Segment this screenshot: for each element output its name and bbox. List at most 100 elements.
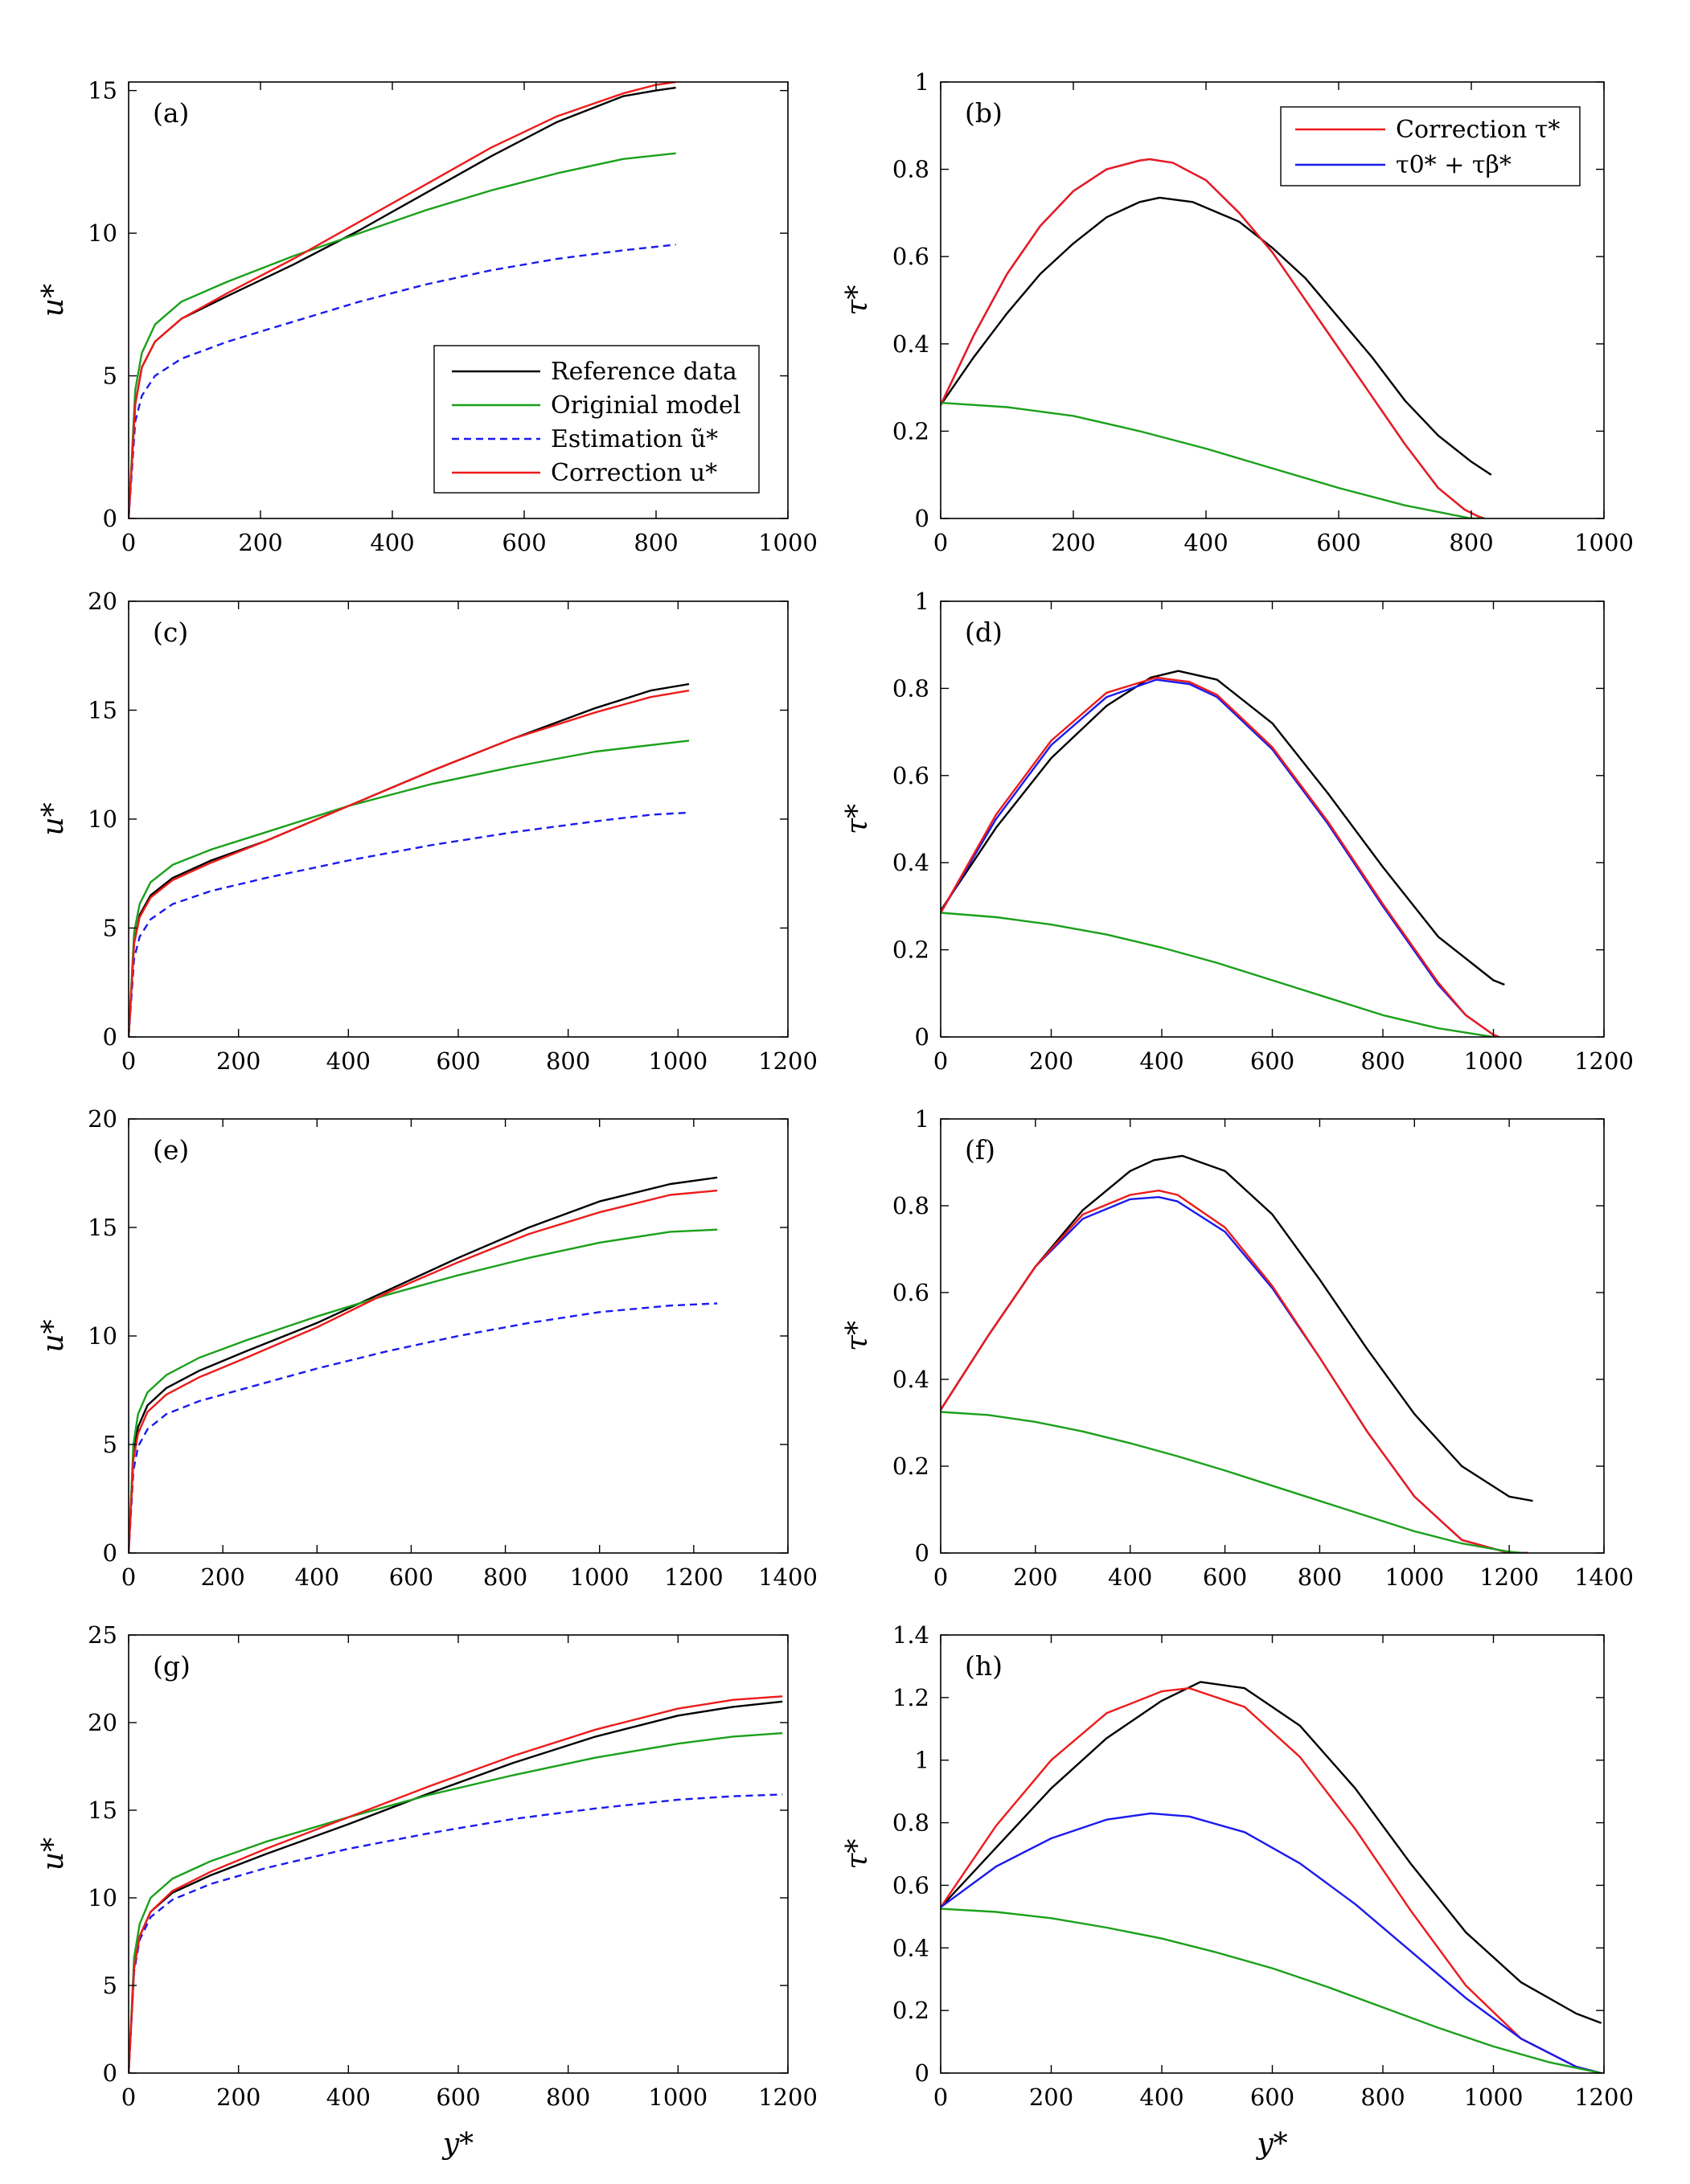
x-tick-label: 800	[483, 1563, 527, 1591]
x-tick-label: 1200	[1574, 2084, 1634, 2111]
series-reference-line	[941, 670, 1505, 986]
y-tick-label: 1.2	[892, 1684, 929, 1711]
series-original-line	[129, 1731, 783, 2073]
series-estimation-line	[129, 1302, 718, 1553]
series-estimation-line	[129, 1793, 783, 2073]
y-tick-label: 0	[915, 1539, 929, 1567]
x-tick-label: 400	[295, 1563, 339, 1591]
y-tick-label: 10	[88, 219, 117, 247]
series-original-line	[129, 740, 690, 1037]
y-axis-label: τ*	[841, 804, 874, 834]
y-tick-label: 0.6	[892, 1279, 929, 1306]
x-tick-label: 1200	[758, 1047, 818, 1075]
x-tick-label: 0	[121, 2084, 136, 2111]
panel-label: (e)	[153, 1134, 189, 1166]
axes-box	[940, 1634, 1605, 2074]
y-axis-label: u*	[37, 802, 70, 835]
x-tick-label: 1000	[1574, 529, 1634, 556]
x-tick-label: 1000	[570, 1563, 630, 1591]
panel-c: 0 200 400 600 800 1000 1200 0 5 10 15 20 (c) u*	[37, 588, 818, 1075]
y-tick-label: 1	[915, 1105, 929, 1133]
y-axis-label: τ*	[841, 1839, 874, 1870]
panel-label: (h)	[965, 1650, 1003, 1682]
x-tick-label: 1200	[1574, 1047, 1634, 1075]
series-sum-line	[941, 678, 1499, 1037]
y-tick-label: 0	[915, 505, 929, 532]
legend-label-reference: Reference data	[551, 358, 737, 386]
x-tick-label: 400	[1139, 2084, 1183, 2111]
series-reference-line	[941, 1154, 1533, 1502]
x-tick-label: 600	[436, 2084, 480, 2111]
legend-label-sum: τ0* + τβ*	[1396, 151, 1512, 179]
x-tick-label: 1000	[1384, 1563, 1444, 1591]
y-tick-label: 0.6	[892, 762, 929, 789]
y-tick-label: 0.6	[892, 243, 929, 270]
y-tick-label: 0.2	[892, 417, 929, 445]
axes-box	[128, 600, 789, 1038]
y-tick-label: 0.2	[892, 1453, 929, 1480]
y-tick-label: 20	[88, 588, 117, 615]
legend-label-original: Originial model	[551, 391, 740, 420]
y-tick-label: 0	[103, 505, 117, 532]
x-tick-label: 200	[216, 2084, 260, 2111]
y-tick-label: 1	[915, 1747, 929, 1774]
x-axis-label: y*	[1255, 2128, 1287, 2161]
panel-a: 0 200 400 600 800 1000 0 5 10 15 (a) u*	[37, 77, 818, 556]
y-tick-label: 0.4	[892, 1934, 929, 1961]
x-tick-label: 600	[1250, 1047, 1294, 1075]
legend-label-correction: Correction u*	[551, 459, 717, 487]
y-axis-label: u*	[37, 284, 70, 317]
y-tick-label: 1.4	[892, 1621, 929, 1649]
x-tick-label: 200	[1029, 2084, 1073, 2111]
series-correction-line	[129, 1189, 718, 1553]
panel-label: (a)	[153, 97, 189, 129]
panel-e: 0 200 400 600 800 1000 1200 1400 0 5 10 15 20 (e) u*	[37, 1105, 818, 1591]
y-tick-label: 10	[88, 805, 117, 833]
x-tick-label: 1200	[758, 2084, 818, 2111]
y-tick-label: 5	[103, 1972, 117, 1999]
series-original-line	[941, 912, 1494, 1037]
legend-label-correction: Correction τ*	[1396, 116, 1560, 144]
series-sum-line	[941, 1812, 1602, 2073]
y-tick-label: 0	[103, 1539, 117, 1567]
y-tick-label: 0	[915, 1023, 929, 1051]
legend-label-estimation: Estimation ũ*	[551, 425, 718, 453]
x-tick-label: 800	[1298, 1563, 1342, 1591]
y-tick-label: 15	[88, 77, 117, 104]
x-tick-label: 600	[502, 529, 546, 556]
legend-box	[1280, 106, 1581, 186]
series-correction-line	[941, 1687, 1602, 2073]
y-tick-label: 0.2	[892, 936, 929, 964]
x-tick-label: 0	[933, 2084, 948, 2111]
x-tick-label: 0	[933, 1047, 948, 1075]
legend-box	[433, 345, 760, 494]
x-tick-label: 200	[216, 1047, 260, 1075]
x-tick-label: 600	[1203, 1563, 1247, 1591]
x-tick-label: 0	[121, 1563, 136, 1591]
x-tick-label: 800	[546, 1047, 590, 1075]
axes-box	[940, 1118, 1605, 1554]
x-tick-label: 800	[546, 2084, 590, 2111]
x-tick-label: 400	[370, 529, 414, 556]
legend-tau: Correction τ* τ0* + τβ*	[1280, 106, 1581, 186]
axes-box	[128, 1634, 789, 2074]
series-original-line	[129, 1228, 718, 1553]
x-tick-label: 800	[1360, 2084, 1405, 2111]
series-original-line	[941, 1411, 1524, 1553]
y-tick-label: 0.4	[892, 1366, 929, 1393]
y-tick-label: 0.4	[892, 330, 929, 358]
y-tick-label: 0.8	[892, 156, 929, 183]
y-tick-label: 1	[915, 588, 929, 615]
x-tick-label: 1200	[664, 1563, 724, 1591]
x-tick-label: 0	[121, 529, 136, 556]
y-tick-label: 5	[103, 363, 117, 390]
y-axis-label: u*	[37, 1319, 70, 1352]
x-tick-label: 0	[933, 529, 948, 556]
axes-box	[940, 81, 1605, 519]
x-tick-label: 400	[1108, 1563, 1152, 1591]
series-reference-line	[129, 1176, 718, 1553]
x-tick-label: 200	[1013, 1563, 1057, 1591]
x-tick-label: 200	[1029, 1047, 1073, 1075]
x-tick-label: 400	[326, 2084, 371, 2111]
axes-box	[128, 1118, 789, 1554]
